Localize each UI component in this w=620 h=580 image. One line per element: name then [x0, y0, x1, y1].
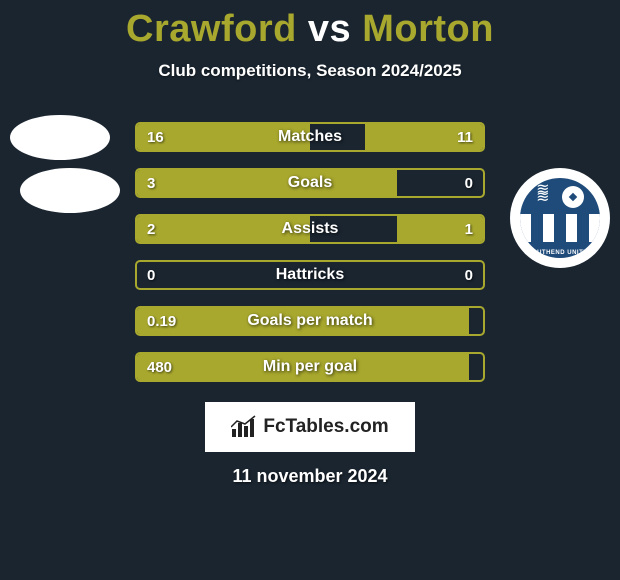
stat-row-goals-per-match: 0.19Goals per match [135, 306, 485, 336]
stat-value-left: 0 [147, 262, 155, 288]
crest-ball-icon [562, 186, 584, 208]
stat-label: Hattricks [137, 262, 483, 288]
bar-fill-left [137, 216, 310, 242]
stat-value-right: 0 [465, 262, 473, 288]
club-crest: ≋≋ SOUTHEND UNITED [520, 178, 600, 258]
subtitle: Club competitions, Season 2024/2025 [0, 61, 620, 81]
bar-fill-left [137, 354, 469, 380]
stat-row-goals: 30Goals [135, 168, 485, 198]
stat-row-assists: 21Assists [135, 214, 485, 244]
bar-fill-left [137, 308, 469, 334]
crest-club-name: SOUTHEND UNITED [520, 250, 600, 256]
stat-value-left: 2 [147, 216, 155, 242]
vs-label: vs [308, 8, 351, 50]
crest-waves-icon: ≋≋ [536, 186, 549, 208]
crest-stripes [520, 214, 600, 242]
bar-fill-left [137, 170, 397, 196]
stat-row-matches: 1611Matches [135, 122, 485, 152]
stat-value-left: 0.19 [147, 308, 176, 334]
player1-club-placeholder [20, 168, 120, 213]
player1-avatar-placeholder [10, 115, 110, 160]
date-label: 11 november 2024 [0, 466, 620, 487]
stat-value-left: 480 [147, 354, 172, 380]
bar-chart-icon [231, 415, 259, 439]
stat-value-right: 11 [457, 124, 473, 150]
stat-row-hattricks: 0 0Hattricks [135, 260, 485, 290]
stat-value-left: 16 [147, 124, 164, 150]
player2-club-badge: ≋≋ SOUTHEND UNITED [510, 168, 610, 268]
comparison-bars: 1611Matches30Goals21Assists00Hattricks0.… [135, 122, 485, 398]
stat-value-right: 1 [465, 216, 473, 242]
stat-row-min-per-goal: 480Min per goal [135, 352, 485, 382]
stat-value-left: 3 [147, 170, 155, 196]
branding-text: FcTables.com [263, 416, 388, 438]
branding-badge: FcTables.com [205, 402, 415, 452]
stat-value-right: 0 [465, 170, 473, 196]
player2-name: Morton [362, 8, 494, 50]
comparison-title: Crawford vs Morton [0, 0, 620, 51]
player1-name: Crawford [126, 8, 297, 50]
